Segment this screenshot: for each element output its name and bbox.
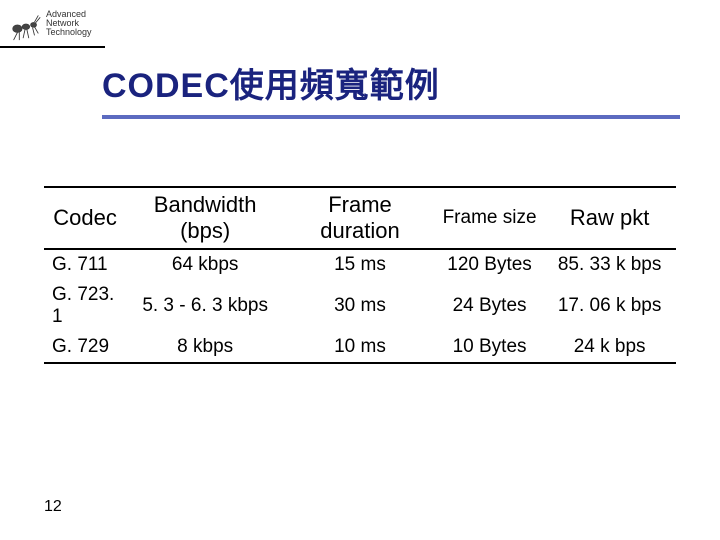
cell-raw: 85. 33 k bps [543, 249, 676, 280]
codec-table: Codec Bandwidth (bps) Frame duration Fra… [44, 186, 676, 364]
table-row: G. 729 8 kbps 10 ms 10 Bytes 24 k bps [44, 332, 676, 363]
table-row: G. 711 64 kbps 15 ms 120 Bytes 85. 33 k … [44, 249, 676, 280]
cell-bandwidth: 64 kbps [126, 249, 284, 280]
logo-text: Advanced Network Technology [46, 10, 92, 37]
title-underline [102, 115, 680, 119]
cell-duration: 15 ms [284, 249, 436, 280]
codec-table-area: Codec Bandwidth (bps) Frame duration Fra… [44, 186, 676, 364]
cell-size: 24 Bytes [436, 280, 543, 332]
col-bandwidth: Bandwidth (bps) [126, 187, 284, 249]
cell-size: 120 Bytes [436, 249, 543, 280]
col-duration: Frame duration [284, 187, 436, 249]
title-english: CODEC [102, 67, 230, 105]
cell-codec: G. 723. 1 [44, 280, 126, 332]
cell-duration: 10 ms [284, 332, 436, 363]
cell-bandwidth: 5. 3 - 6. 3 kbps [126, 280, 284, 332]
col-framesize: Frame size [436, 187, 543, 249]
title-chinese: 使用頻寬範例 [230, 67, 440, 105]
col-codec: Codec [44, 187, 126, 249]
cell-codec: G. 729 [44, 332, 126, 363]
col-rawpkt: Raw pkt [543, 187, 676, 249]
cell-bandwidth: 8 kbps [126, 332, 284, 363]
cell-codec: G. 711 [44, 249, 126, 280]
page-number: 12 [44, 498, 62, 516]
cell-size: 10 Bytes [436, 332, 543, 363]
cell-duration: 30 ms [284, 280, 436, 332]
cell-raw: 17. 06 k bps [543, 280, 676, 332]
logo-underline [0, 46, 105, 48]
table-header-row: Codec Bandwidth (bps) Frame duration Fra… [44, 187, 676, 249]
header-logo: Advanced Network Technology [6, 4, 92, 42]
slide-title: CODEC使用頻寬範例 [102, 68, 680, 105]
slide-title-block: CODEC使用頻寬範例 [102, 68, 680, 119]
logo-line-3: Technology [46, 28, 92, 37]
cell-raw: 24 k bps [543, 332, 676, 363]
ant-icon [6, 4, 44, 42]
table-row: G. 723. 1 5. 3 - 6. 3 kbps 30 ms 24 Byte… [44, 280, 676, 332]
